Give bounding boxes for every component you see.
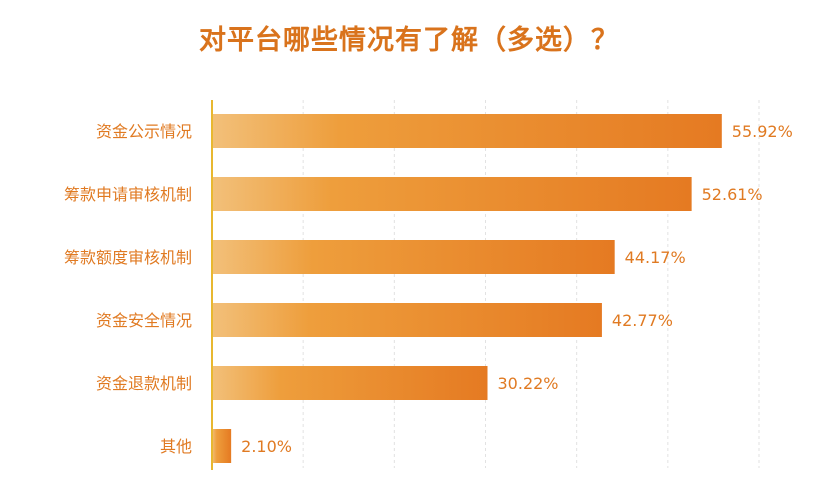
bar: [212, 429, 232, 463]
chart-title: 对平台哪些情况有了解（多选）？: [199, 25, 619, 56]
category-label: 资金退款机制: [96, 374, 192, 393]
category-label: 其他: [160, 437, 192, 456]
bar: [212, 240, 615, 274]
value-label: 30.22%: [498, 374, 559, 393]
value-label: 2.10%: [241, 437, 292, 456]
category-label: 资金公示情况: [96, 122, 192, 141]
value-label: 55.92%: [732, 122, 793, 141]
value-label: 52.61%: [702, 185, 763, 204]
value-label: 42.77%: [612, 311, 673, 330]
category-label: 筹款申请审核机制: [64, 185, 192, 204]
bar: [212, 366, 488, 400]
bar: [212, 114, 722, 148]
category-label: 筹款额度审核机制: [64, 248, 192, 267]
value-label: 44.17%: [625, 248, 686, 267]
bar: [212, 177, 692, 211]
bar: [212, 303, 602, 337]
category-label: 资金安全情况: [96, 311, 192, 330]
